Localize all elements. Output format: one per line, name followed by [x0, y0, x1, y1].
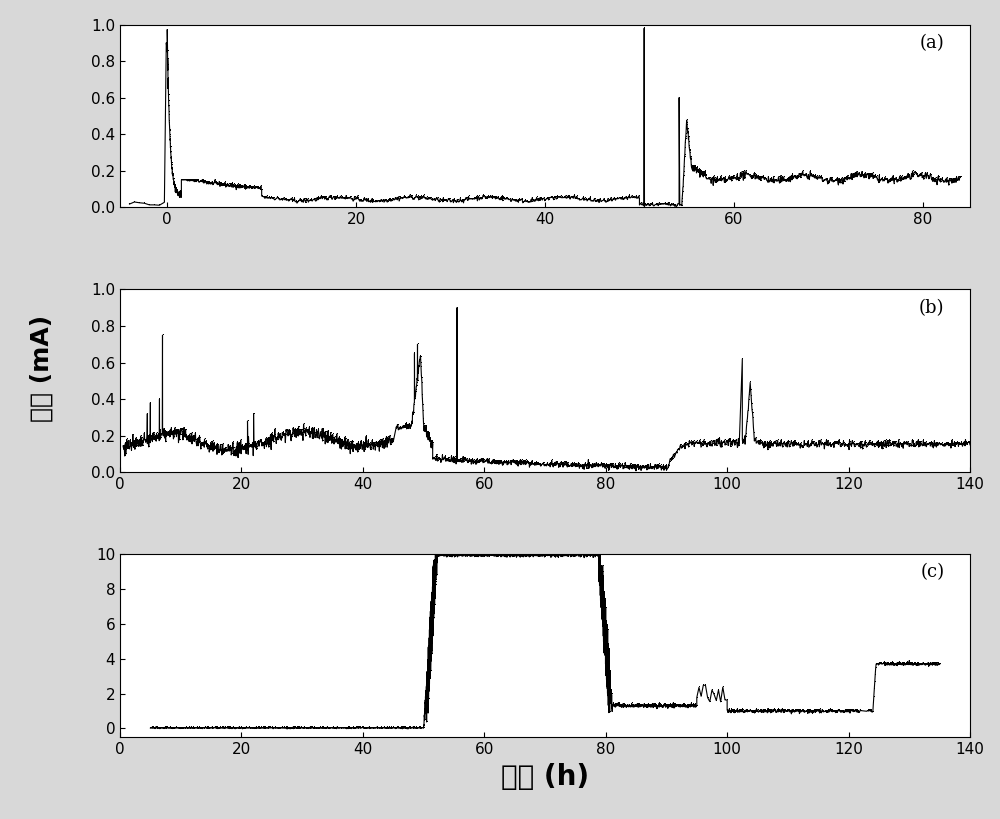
X-axis label: 时间 (h): 时间 (h) [501, 762, 589, 790]
Text: (b): (b) [919, 299, 944, 317]
Text: 电流 (mA): 电流 (mA) [30, 315, 54, 422]
Text: (c): (c) [920, 563, 944, 581]
Text: (a): (a) [920, 34, 944, 52]
